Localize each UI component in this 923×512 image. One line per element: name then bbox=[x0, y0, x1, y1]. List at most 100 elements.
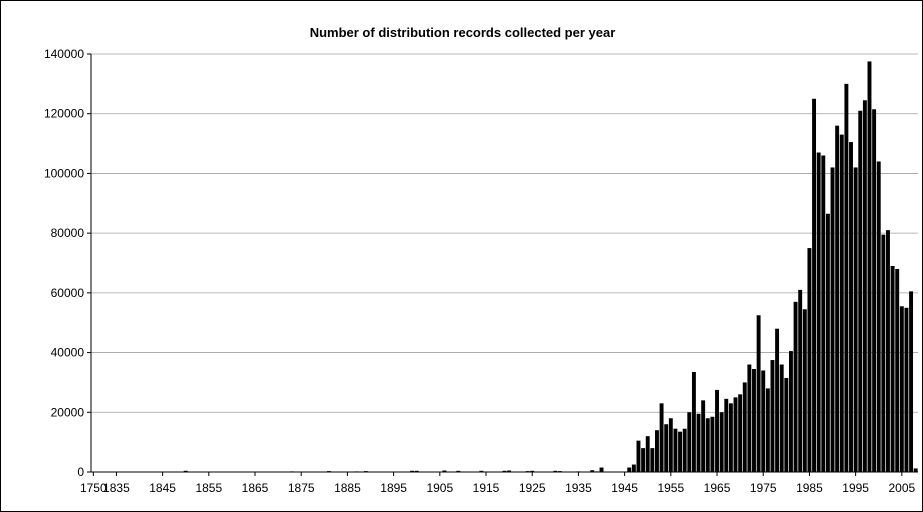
bar-1986 bbox=[812, 98, 817, 472]
bar-1994 bbox=[849, 142, 853, 472]
x-tick-label: 1965 bbox=[704, 481, 731, 495]
bar-2000 bbox=[876, 161, 881, 473]
bar-1966 bbox=[719, 412, 724, 472]
bar-1950 bbox=[645, 436, 650, 472]
x-tick-label: 1865 bbox=[242, 481, 269, 495]
bar-1925 bbox=[530, 470, 535, 472]
bar-1978 bbox=[775, 328, 780, 472]
bar-1948 bbox=[636, 440, 641, 472]
x-tick-label: 1995 bbox=[842, 481, 869, 495]
x-tick-label: 1915 bbox=[473, 481, 500, 495]
x-tick-label: 1985 bbox=[796, 481, 823, 495]
bar-1957 bbox=[678, 431, 683, 472]
bar-1900 bbox=[414, 470, 419, 472]
bar-1980 bbox=[784, 377, 789, 472]
bar-1982 bbox=[793, 301, 798, 472]
bars bbox=[183, 61, 918, 473]
bar-1919 bbox=[502, 470, 507, 472]
axes bbox=[87, 53, 918, 476]
bar-1967 bbox=[724, 398, 729, 472]
bar-1968 bbox=[728, 403, 733, 472]
bar-1938 bbox=[590, 470, 595, 472]
bar-1977 bbox=[770, 360, 775, 472]
bar-1997 bbox=[862, 100, 867, 472]
y-tick-label: 100000 bbox=[44, 166, 84, 180]
bar-1960 bbox=[691, 371, 696, 472]
bar-1963 bbox=[705, 418, 710, 472]
y-tick-label: 60000 bbox=[51, 286, 85, 300]
bar-1949 bbox=[641, 448, 646, 472]
y-tick-label: 0 bbox=[77, 465, 84, 479]
y-tick-label: 40000 bbox=[51, 346, 85, 360]
bar-1946 bbox=[627, 467, 632, 472]
bar-1998 bbox=[867, 61, 872, 473]
x-tick-label: 1845 bbox=[149, 481, 176, 495]
bar-1952 bbox=[655, 430, 659, 472]
x-tick-label: 1955 bbox=[657, 481, 684, 495]
bar-1962 bbox=[701, 400, 706, 472]
x-tick-label: 1935 bbox=[565, 481, 592, 495]
bar-1953 bbox=[659, 403, 664, 472]
bar-2004 bbox=[895, 268, 900, 472]
bar-1995 bbox=[853, 167, 858, 472]
bar-1981 bbox=[788, 351, 793, 472]
x-tick-label: 1945 bbox=[611, 481, 638, 495]
bar-1955 bbox=[668, 418, 673, 472]
bar-1974 bbox=[756, 315, 761, 472]
bar-1940 bbox=[599, 467, 604, 472]
bar-1958 bbox=[682, 428, 687, 472]
y-tick-label: 140000 bbox=[44, 47, 84, 61]
bar-1971 bbox=[742, 382, 747, 472]
x-tick-label: 1925 bbox=[519, 481, 546, 495]
bar-1999 bbox=[872, 109, 877, 473]
bar-1984 bbox=[802, 309, 807, 472]
bar-1991 bbox=[835, 125, 840, 472]
bar-1996 bbox=[858, 110, 863, 472]
x-tick-label: 1750 bbox=[80, 481, 107, 495]
bar-1987 bbox=[816, 152, 821, 472]
bar-1961 bbox=[696, 413, 701, 472]
bar-1989 bbox=[825, 213, 830, 473]
bar-1965 bbox=[715, 389, 719, 472]
bar-1850 bbox=[183, 470, 188, 472]
bar-1906 bbox=[442, 470, 447, 472]
bar-2008 bbox=[913, 468, 918, 472]
bar-2001 bbox=[881, 234, 886, 472]
x-tick-label: 1835 bbox=[103, 481, 130, 495]
bar-1909 bbox=[456, 470, 461, 472]
bar-1973 bbox=[752, 368, 756, 472]
x-tick-label: 1905 bbox=[426, 481, 453, 495]
bar-2007 bbox=[909, 291, 914, 472]
bar-1947 bbox=[631, 464, 636, 472]
bar-1985 bbox=[807, 248, 812, 472]
tick-labels: 0 20000 40000 60000 80000 100000 120000 140000 1… bbox=[44, 47, 916, 495]
x-tick-label: 1855 bbox=[195, 481, 222, 495]
bar-1970 bbox=[738, 394, 743, 472]
bar-1975 bbox=[761, 370, 766, 472]
chart-title: Number of distribution records collected… bbox=[309, 25, 616, 40]
bar-1983 bbox=[798, 289, 803, 472]
bar-1969 bbox=[733, 397, 738, 472]
bar-1992 bbox=[839, 134, 844, 473]
bar-2005 bbox=[899, 306, 904, 472]
bar-1920 bbox=[507, 470, 512, 472]
x-tick-label: 1895 bbox=[380, 481, 407, 495]
bar-1972 bbox=[747, 364, 752, 472]
bar-1954 bbox=[664, 424, 669, 472]
x-tick-label: 1875 bbox=[288, 481, 315, 495]
bar-1899 bbox=[410, 470, 415, 472]
bar-1951 bbox=[650, 448, 655, 472]
bar-1956 bbox=[673, 428, 678, 472]
y-tick-label: 20000 bbox=[51, 405, 85, 419]
x-tick-label: 1975 bbox=[750, 481, 777, 495]
x-tick-label: 1885 bbox=[334, 481, 361, 495]
bar-1979 bbox=[779, 364, 784, 472]
bar-2006 bbox=[904, 307, 909, 472]
bar-1990 bbox=[830, 167, 835, 472]
bar-1914 bbox=[479, 470, 484, 472]
y-tick-label: 80000 bbox=[51, 226, 85, 240]
bar-2002 bbox=[886, 230, 890, 472]
bar-1993 bbox=[844, 83, 849, 473]
